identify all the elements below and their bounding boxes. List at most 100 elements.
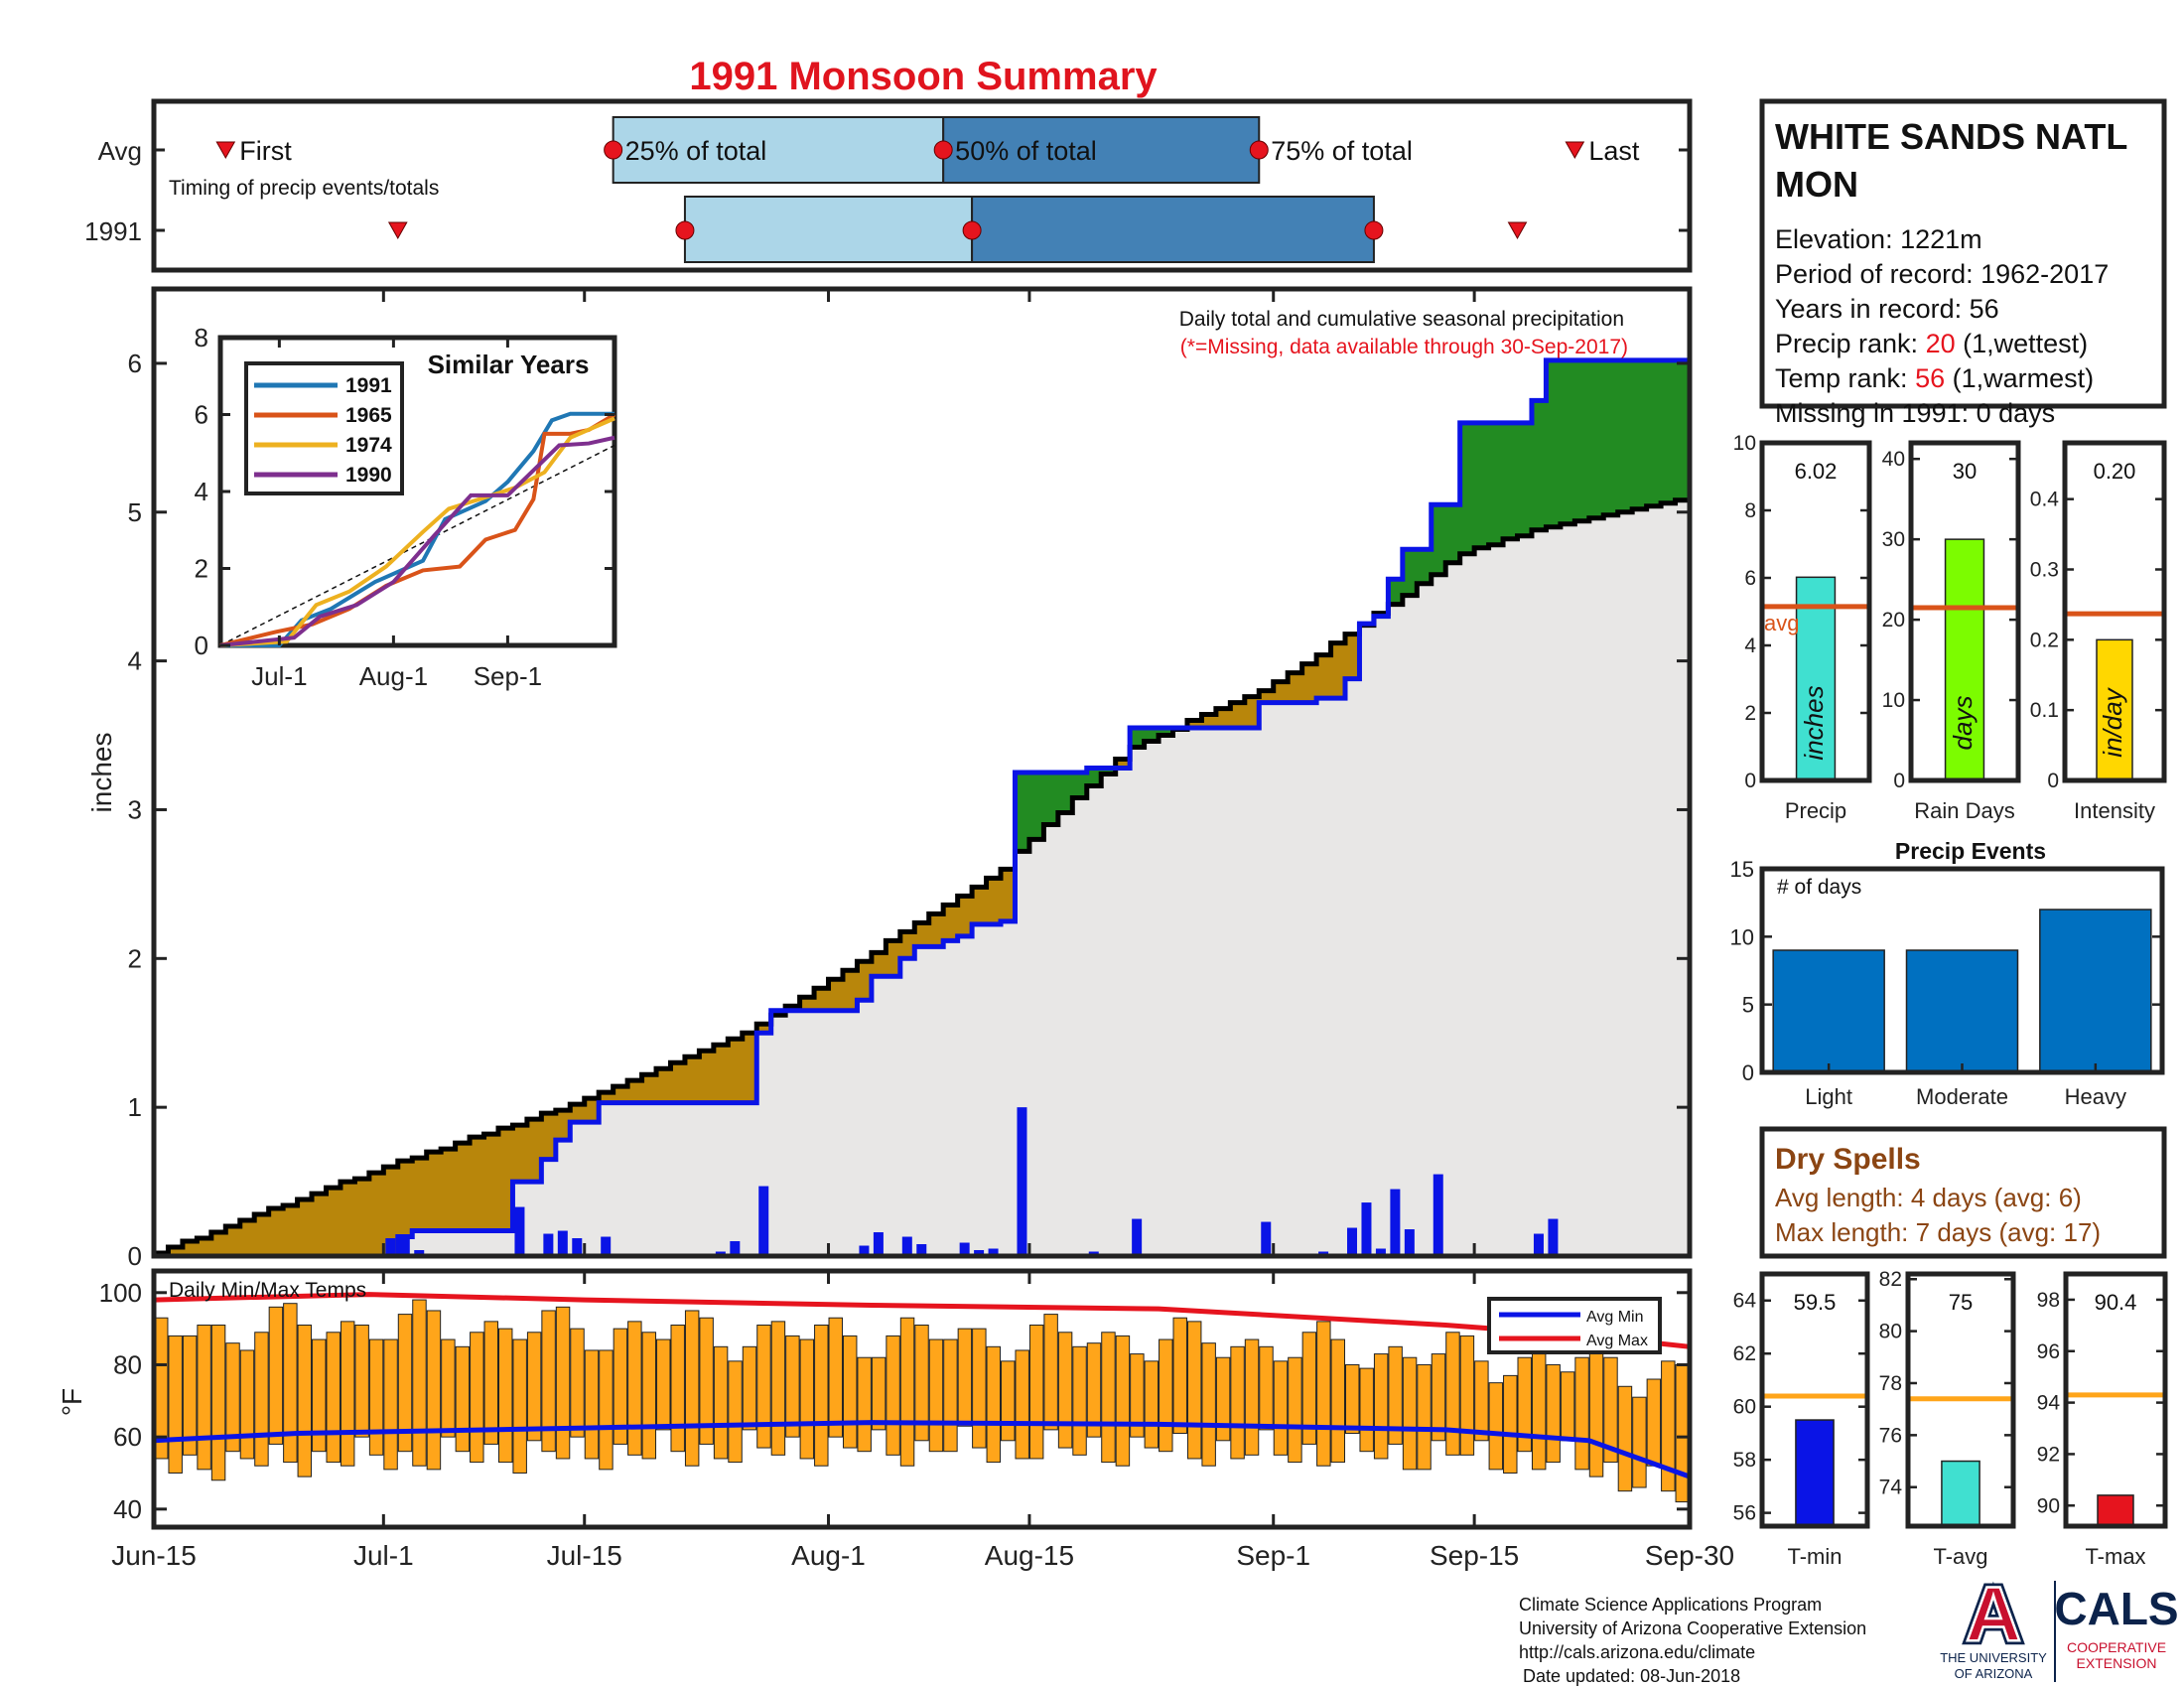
daily-temp-bar bbox=[799, 1338, 815, 1460]
avg-q50-dot bbox=[933, 140, 953, 160]
events-y-tick-label: 0 bbox=[1742, 1060, 1754, 1085]
season-temp-charts: 56 58 60 62 64 59.5 T-min 74 76 78 80 82 75 T-avg 90 92… bbox=[1733, 1268, 2168, 1569]
cals-coop-line2: EXTENSION bbox=[2077, 1655, 2157, 1671]
intensity-y-tick-label: 0.3 bbox=[2030, 559, 2059, 582]
daily-precip-bar bbox=[1404, 1229, 1415, 1256]
temp-x-tick-label: Sep-1 bbox=[1236, 1540, 1310, 1571]
daily-precip-bar bbox=[1433, 1174, 1443, 1256]
daily-temp-bar bbox=[613, 1328, 628, 1445]
daily-precip-bar bbox=[543, 1233, 554, 1256]
temp-max-y-tick-label: 98 bbox=[2037, 1289, 2060, 1312]
daily-temp-bar bbox=[1330, 1338, 1346, 1464]
daily-temp-bar bbox=[770, 1321, 786, 1456]
daily-temp-bar bbox=[1159, 1338, 1173, 1453]
avg-last-marker bbox=[1565, 141, 1585, 160]
dry-spells-max-length: Max length: 7 days (avg: 17) bbox=[1775, 1217, 2101, 1247]
intensity-unit-label: in/day bbox=[2098, 686, 2127, 757]
temp-min-y-tick-label: 62 bbox=[1733, 1342, 1756, 1365]
station-missing: Missing in 1991: 0 days bbox=[1775, 398, 2055, 428]
temp-min-mini-chart: 56 58 60 62 64 59.5 T-min bbox=[1733, 1271, 1870, 1569]
station-elevation: Elevation: 1221m bbox=[1775, 224, 1982, 254]
daily-temp-bar bbox=[397, 1314, 413, 1453]
daily-temp-bar bbox=[470, 1332, 484, 1464]
daily-temp-bar bbox=[455, 1345, 471, 1453]
timing-ticks bbox=[154, 148, 1690, 232]
daily-temp-bar bbox=[1359, 1367, 1374, 1453]
temp-avg-y-tick-label: 82 bbox=[1879, 1268, 1902, 1291]
temp-min-bar bbox=[1795, 1419, 1835, 1527]
daily-precip-bar bbox=[1390, 1189, 1401, 1256]
rain-days-y-tick-label: 10 bbox=[1882, 689, 1905, 712]
station-name-line2: MON bbox=[1775, 164, 1858, 205]
rain-days-y-tick-label: 30 bbox=[1882, 528, 1905, 551]
ua-logo-letter-outline: A bbox=[1966, 1570, 2021, 1657]
daily-temp-bar bbox=[814, 1325, 829, 1467]
intensity-y-tick-label: 0.2 bbox=[2030, 629, 2059, 651]
avg-first-marker bbox=[215, 141, 236, 160]
daily-temp-bar bbox=[1588, 1342, 1604, 1477]
daily-precip-bar bbox=[1375, 1248, 1386, 1256]
precip-y-tick-label: 0 bbox=[128, 1241, 142, 1271]
precip-events-subtitle: # of days bbox=[1777, 876, 1861, 899]
temp-x-tick-label: Aug-1 bbox=[791, 1540, 866, 1571]
daily-temp-bar bbox=[383, 1338, 398, 1471]
temp-min-frame bbox=[1759, 1271, 1870, 1529]
daily-temp-bar bbox=[340, 1321, 355, 1467]
daily-temp-bar bbox=[1130, 1353, 1145, 1438]
daily-temp-bar bbox=[756, 1325, 771, 1449]
daily-precip-bars bbox=[385, 1107, 1559, 1256]
daily-temp-bar bbox=[641, 1332, 657, 1460]
precip-avg-label: avg bbox=[1764, 611, 1799, 635]
precip-y-tick-label: 8 bbox=[1744, 499, 1756, 522]
daily-temp-bar bbox=[555, 1306, 571, 1460]
avg-q25-dot bbox=[604, 140, 623, 160]
daily-temp-bar bbox=[1675, 1363, 1691, 1503]
daily-temp-bar bbox=[1632, 1396, 1647, 1488]
daily-temp-bar bbox=[297, 1325, 313, 1477]
dry-spells-frame bbox=[1759, 1126, 2167, 1259]
daily-temp-bar bbox=[1301, 1332, 1317, 1445]
events-x-label: Heavy bbox=[2065, 1084, 2126, 1109]
similar-years-title: Similar Years bbox=[428, 350, 590, 379]
precip-y-axis: 0 1 2 3 4 5 6 bbox=[128, 349, 1690, 1271]
daily-temp-bar bbox=[842, 1335, 858, 1449]
temp-legend-frame bbox=[1487, 1297, 1662, 1354]
precip-y-tick-label: 1 bbox=[128, 1092, 142, 1122]
temp-y-axis: 40 60 80 100 bbox=[99, 1278, 1690, 1524]
year-q75-dot bbox=[1364, 220, 1384, 240]
daily-temp-bar bbox=[1230, 1345, 1245, 1460]
daily-temp-bar bbox=[684, 1310, 700, 1467]
ua-logo: A A THE UNIVERSITY OF ARIZONA bbox=[1940, 1566, 2047, 1681]
timing-subtitle: Timing of precip events/totals bbox=[169, 177, 439, 200]
daily-precip-bar bbox=[901, 1236, 912, 1256]
q75-label: 75% of total bbox=[1271, 136, 1413, 166]
precip-bar bbox=[1795, 576, 1837, 781]
daily-precip-bar bbox=[959, 1242, 970, 1256]
daily-temp-bar bbox=[1015, 1349, 1029, 1460]
precip-events-chart: Precip Events 0 5 10 15 Light Moderate Heavy #… bbox=[1730, 838, 2165, 1109]
temp-panel-title: Daily Min/Max Temps bbox=[169, 1279, 366, 1302]
daily-temp-bar bbox=[1259, 1345, 1274, 1431]
daily-temp-bar bbox=[1560, 1371, 1575, 1442]
temp-min-y-tick-label: 64 bbox=[1733, 1290, 1757, 1313]
daily-precip-bar bbox=[1261, 1221, 1272, 1256]
last-label: Last bbox=[1588, 136, 1640, 166]
temp-y-tick-label: 40 bbox=[113, 1494, 142, 1524]
daily-temp-bar bbox=[928, 1338, 944, 1453]
daily-precip-bar bbox=[1347, 1227, 1358, 1256]
daily-temp-bar bbox=[1474, 1360, 1489, 1442]
daily-temp-bar bbox=[972, 1328, 987, 1449]
daily-temp-bar bbox=[283, 1303, 298, 1464]
temp-y-tick-label: 100 bbox=[99, 1278, 142, 1308]
daily-temp-bar bbox=[886, 1335, 900, 1456]
daily-temp-bar bbox=[1402, 1356, 1418, 1471]
precip-y-tick-label: 5 bbox=[128, 497, 142, 527]
inset-y-tick-label: 0 bbox=[195, 631, 208, 660]
temp-x-axis: Jun-15 Jul-1 Jul-15 Aug-1 Aug-15 Sep-1 Sep-15 S… bbox=[111, 1271, 1734, 1571]
temp-avg-y-tick-label: 78 bbox=[1879, 1372, 1902, 1395]
legend-label-1974: 1974 bbox=[345, 434, 392, 457]
intensity-category-label: Intensity bbox=[2074, 798, 2155, 823]
intensity-value-label: 0.20 bbox=[2094, 459, 2136, 484]
temp-x-tick-label: Aug-15 bbox=[985, 1540, 1074, 1571]
temp-max-y-tick-label: 96 bbox=[2037, 1340, 2060, 1363]
